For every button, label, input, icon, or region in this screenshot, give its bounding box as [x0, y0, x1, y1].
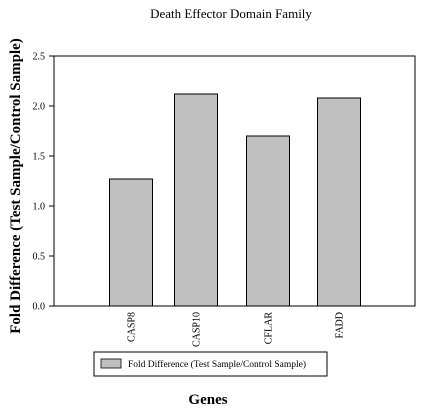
bar-fadd [317, 97, 361, 307]
bar-casp8 [109, 178, 153, 307]
x-tick-label: FADD [335, 312, 346, 338]
bar-cflar [246, 135, 290, 307]
y-tick-label: 1.5 [33, 152, 46, 163]
legend-swatch [100, 358, 122, 369]
y-axis: 0.0 0.5 1.0 1.5 2.0 2.5 [33, 52, 54, 313]
x-tick-label: CFLAR [264, 312, 275, 345]
bar-casp10 [174, 93, 218, 307]
chart-title: Death Effector Domain Family [150, 6, 312, 21]
x-axis: CASP8 CASP10 CFLAR FADD [127, 312, 346, 347]
y-tick-label: 2.5 [33, 52, 46, 63]
y-axis-label: Fold Difference (Test Sample/Control Sam… [8, 38, 24, 334]
y-tick-label: 0.5 [33, 252, 46, 263]
plot-frame [53, 55, 416, 307]
legend: Fold Difference (Test Sample/Control Sam… [93, 351, 328, 377]
x-tick-label: CASP10 [192, 312, 203, 347]
bars-group [109, 93, 361, 307]
legend-label: Fold Difference (Test Sample/Control Sam… [128, 359, 306, 370]
x-tick-label: CASP8 [127, 312, 138, 342]
y-tick-label: 0.0 [33, 302, 46, 313]
x-axis-label: Genes [188, 392, 227, 408]
y-tick-label: 2.0 [33, 102, 46, 113]
y-tick-label: 1.0 [33, 202, 46, 213]
legend-box [93, 351, 328, 377]
